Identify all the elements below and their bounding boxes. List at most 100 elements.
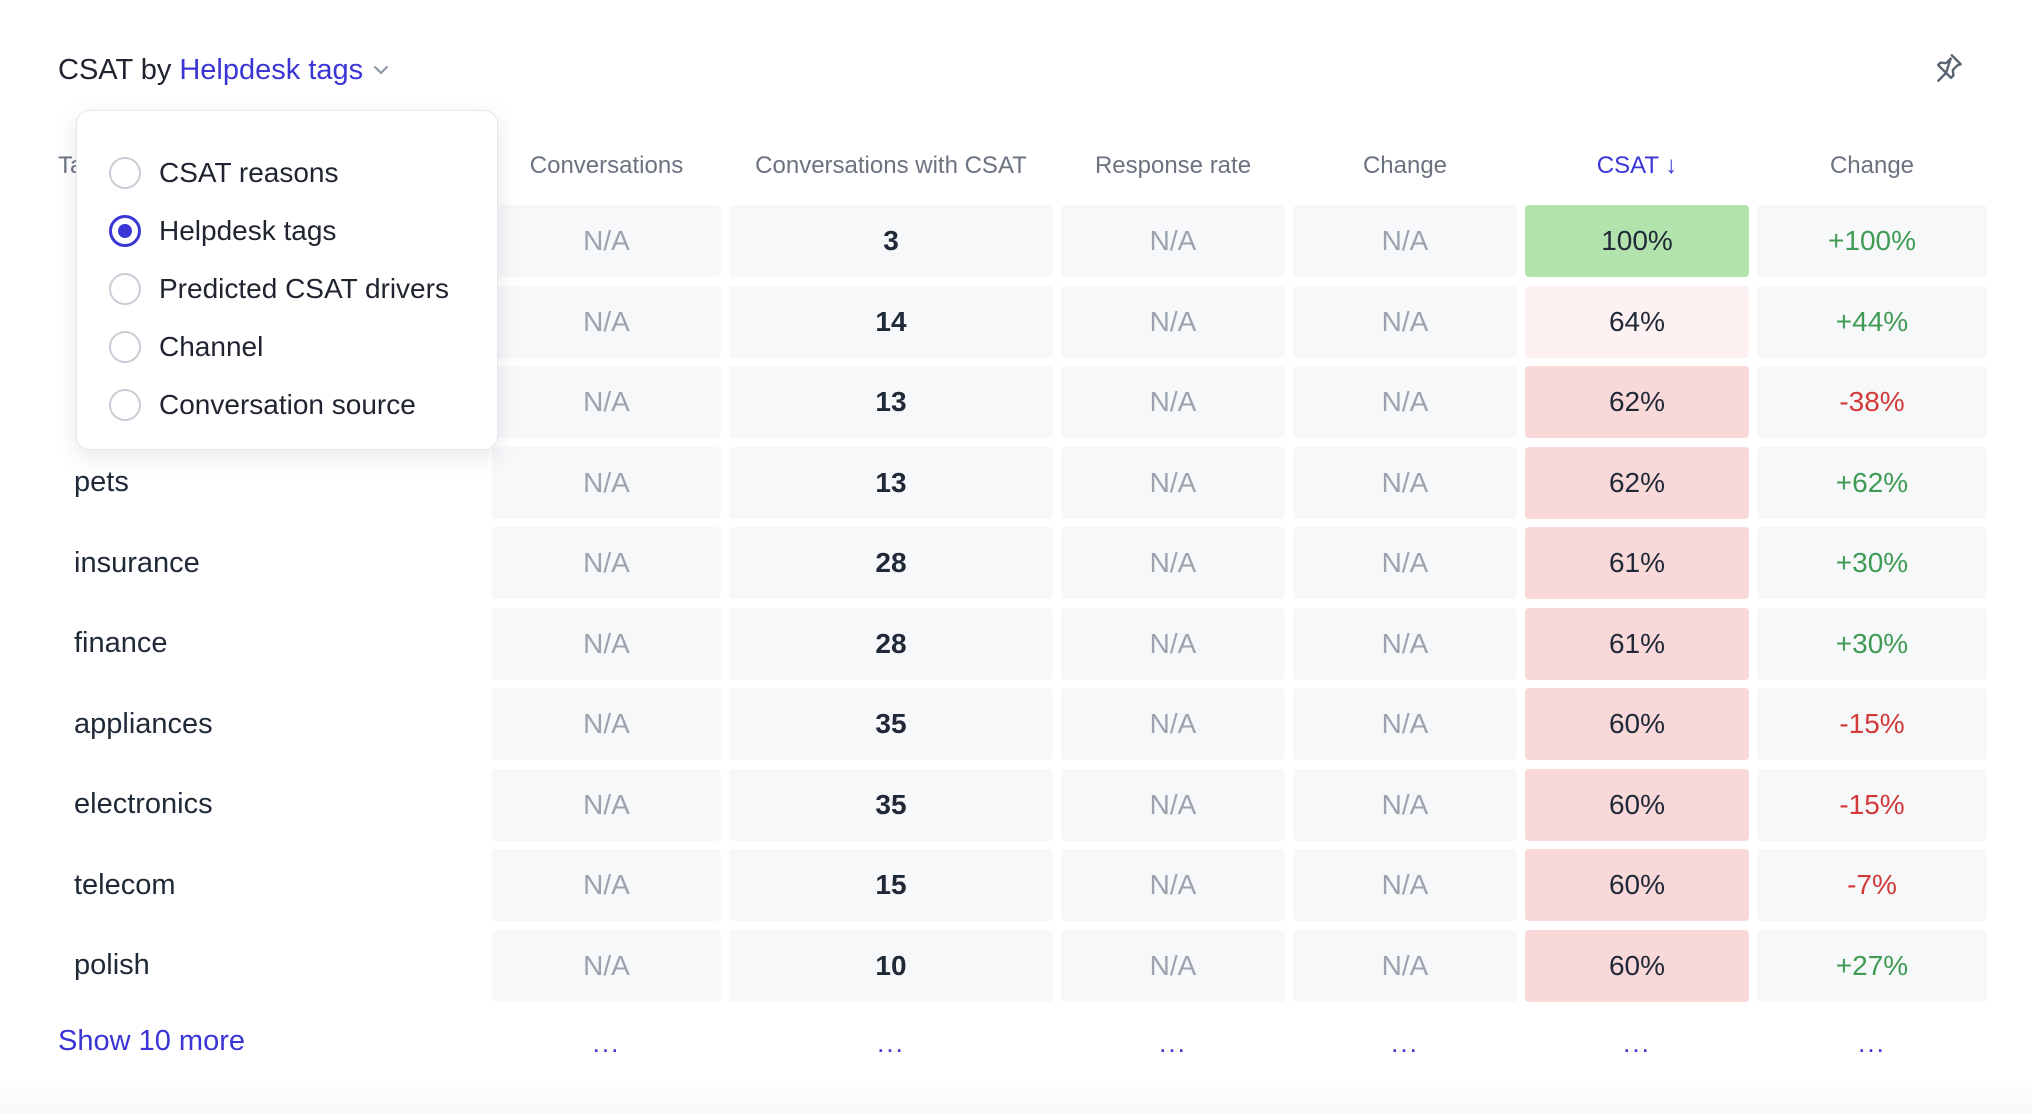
- column-header-change[interactable]: Change: [1362, 152, 1448, 179]
- dropdown-option-label: Predicted CSAT drivers: [159, 273, 449, 304]
- tag-name-cell: insurance: [74, 546, 200, 579]
- dropdown-option[interactable]: Channel: [77, 318, 497, 376]
- tag-name-cell: finance: [74, 627, 168, 659]
- conversations-cell: N/A: [492, 285, 721, 358]
- conversations-cell: N/A: [492, 607, 721, 680]
- csat-cell: 100%: [1525, 205, 1749, 277]
- radio-selected-icon[interactable]: [109, 215, 141, 247]
- tag-name-cell: telecom: [74, 868, 176, 901]
- response-rate-cell: N/A: [1061, 366, 1285, 438]
- conversations-cell: N/A: [492, 768, 721, 841]
- csat-cell: 60%: [1525, 929, 1749, 1002]
- change-cell: N/A: [1293, 366, 1517, 438]
- group-by-dropdown-menu: CSAT reasons Helpdesk tags Predicted CSAT …: [76, 110, 498, 450]
- response-rate-cell: N/A: [1061, 527, 1285, 599]
- csat-change-cell: -7%: [1757, 849, 1987, 921]
- ellipsis-conversations-with-csat: ...: [877, 1028, 905, 1058]
- response-rate-cell: N/A: [1061, 285, 1285, 358]
- tag-name-cell: polish: [74, 949, 150, 981]
- ellipsis-csat-change: ...: [1858, 1028, 1886, 1058]
- tag-name-cell: pets: [74, 466, 129, 498]
- conversations-cell: N/A: [492, 205, 721, 277]
- conversations-cell: N/A: [492, 849, 721, 921]
- bottom-fade: [0, 1080, 2032, 1114]
- ellipsis-conversations: ...: [592, 1028, 621, 1058]
- radio-unselected-icon[interactable]: [109, 273, 141, 305]
- conversations-with-csat-cell: 35: [729, 688, 1053, 760]
- response-rate-cell: N/A: [1061, 849, 1285, 921]
- csat-cell: 60%: [1525, 849, 1749, 921]
- csat-cell: 62%: [1525, 446, 1749, 519]
- response-rate-cell: N/A: [1061, 688, 1285, 760]
- ellipsis-response-rate: ...: [1159, 1028, 1187, 1058]
- response-rate-cell: N/A: [1061, 446, 1285, 519]
- dropdown-option[interactable]: Conversation source: [77, 376, 497, 434]
- response-rate-cell: N/A: [1061, 929, 1285, 1002]
- change-cell: N/A: [1293, 446, 1517, 519]
- radio-unselected-icon[interactable]: [109, 331, 141, 363]
- conversations-with-csat-cell: 15: [729, 849, 1053, 921]
- conversations-with-csat-cell: 35: [729, 768, 1053, 841]
- csat-change-cell: -15%: [1757, 768, 1987, 841]
- change-cell: N/A: [1293, 929, 1517, 1002]
- dropdown-option-label: Conversation source: [159, 389, 416, 420]
- conversations-with-csat-cell: 28: [729, 527, 1053, 599]
- column-header-response-rate[interactable]: Response rate: [1094, 152, 1252, 179]
- dropdown-option[interactable]: Helpdesk tags: [77, 202, 497, 260]
- dropdown-option-label: Channel: [159, 331, 264, 362]
- conversations-cell: N/A: [492, 688, 721, 760]
- show-more-link[interactable]: Show 10 more: [58, 1025, 245, 1057]
- dropdown-option[interactable]: Predicted CSAT drivers: [77, 260, 497, 318]
- column-header-conversations[interactable]: Conversations: [529, 152, 684, 179]
- response-rate-cell: N/A: [1061, 205, 1285, 277]
- pin-icon[interactable]: [1930, 50, 1966, 86]
- conversations-with-csat-cell: 13: [729, 446, 1053, 519]
- ellipsis-change: ...: [1391, 1028, 1419, 1058]
- csat-cell: 62%: [1525, 366, 1749, 438]
- csat-change-cell: +62%: [1757, 446, 1987, 519]
- change-cell: N/A: [1293, 285, 1517, 358]
- conversations-cell: N/A: [492, 929, 721, 1002]
- conversations-with-csat-cell: 13: [729, 366, 1053, 438]
- csat-change-cell: +44%: [1757, 285, 1987, 358]
- dropdown-option-label: Helpdesk tags: [159, 215, 337, 246]
- csat-change-cell: -38%: [1757, 366, 1987, 438]
- change-cell: N/A: [1293, 607, 1517, 680]
- conversations-with-csat-cell: 28: [729, 607, 1053, 680]
- conversations-with-csat-cell: 3: [729, 205, 1053, 277]
- column-header-csat-sorted[interactable]: CSAT ↓: [1596, 152, 1678, 179]
- conversations-with-csat-cell: 14: [729, 285, 1053, 358]
- change-cell: N/A: [1293, 688, 1517, 760]
- csat-change-cell: +27%: [1757, 929, 1987, 1002]
- tag-name-cell: appliances: [74, 707, 213, 740]
- dropdown-option-label: CSAT reasons: [159, 157, 339, 188]
- chevron-down-icon[interactable]: [371, 60, 391, 80]
- tag-name-cell: electronics: [74, 788, 213, 820]
- conversations-cell: N/A: [492, 446, 721, 519]
- csat-change-cell: -15%: [1757, 688, 1987, 760]
- response-rate-cell: N/A: [1061, 768, 1285, 841]
- group-by-dropdown-button[interactable]: Helpdesk tags: [179, 53, 364, 86]
- csat-change-cell: +100%: [1757, 205, 1987, 277]
- change-cell: N/A: [1293, 849, 1517, 921]
- change-cell: N/A: [1293, 205, 1517, 277]
- ellipsis-csat: ...: [1623, 1028, 1651, 1058]
- csat-change-cell: +30%: [1757, 607, 1987, 680]
- csat-change-cell: +30%: [1757, 527, 1987, 599]
- csat-cell: 60%: [1525, 768, 1749, 841]
- conversations-cell: N/A: [492, 366, 721, 438]
- csat-cell: 61%: [1525, 527, 1749, 599]
- response-rate-cell: N/A: [1061, 607, 1285, 680]
- radio-unselected-icon[interactable]: [109, 157, 141, 189]
- column-header-csat-change[interactable]: Change: [1829, 152, 1915, 179]
- csat-cell: 60%: [1525, 688, 1749, 760]
- radio-unselected-icon[interactable]: [109, 389, 141, 421]
- csat-cell: 64%: [1525, 285, 1749, 358]
- dropdown-option[interactable]: CSAT reasons: [77, 144, 497, 202]
- change-cell: N/A: [1293, 527, 1517, 599]
- conversations-with-csat-cell: 10: [729, 929, 1053, 1002]
- csat-cell: 61%: [1525, 607, 1749, 680]
- column-header-conversations-with-csat[interactable]: Conversations with CSAT: [755, 152, 1027, 179]
- widget-title: CSAT by Helpdesk tags: [58, 50, 391, 90]
- title-prefix: CSAT by: [58, 53, 172, 86]
